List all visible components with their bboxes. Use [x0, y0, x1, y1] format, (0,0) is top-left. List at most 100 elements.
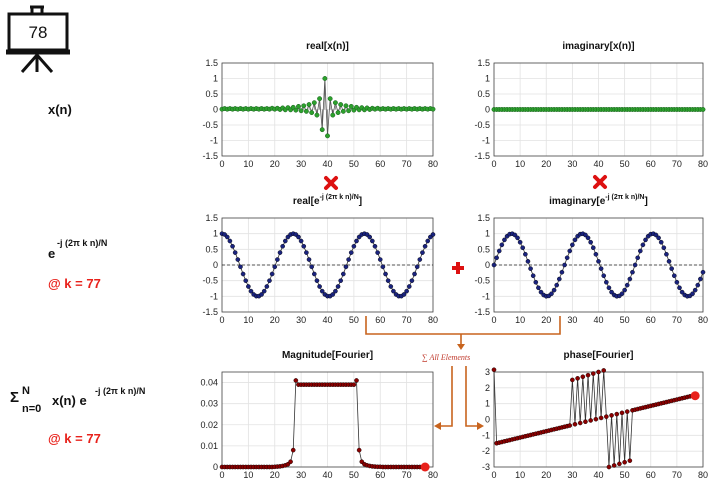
phase-chart: 0 10 20 30 40 50 60 70 803210-1-2-3phase[Fourier… [482, 350, 708, 480]
data-point [596, 259, 601, 264]
data-point [314, 112, 320, 118]
data-point [338, 102, 344, 107]
x-tick-label: 70 [402, 315, 412, 325]
sum-superscript: -j (2π k n)/N [95, 386, 145, 396]
data-point [309, 110, 315, 116]
data-point [330, 112, 336, 118]
y-tick-label: -3 [482, 462, 490, 472]
x-tick-label: 70 [672, 159, 682, 169]
data-point [515, 235, 520, 241]
data-point [235, 257, 241, 262]
data-point [246, 284, 251, 289]
data-point [627, 458, 633, 463]
x-tick-label: 30 [296, 159, 306, 169]
data-point [388, 284, 394, 289]
data-point [296, 103, 301, 109]
data-point [572, 421, 578, 427]
k-label: @ k = 77 [48, 276, 101, 291]
data-point [248, 288, 254, 294]
data-point [306, 257, 312, 262]
xn-label: x(n) [48, 102, 72, 117]
y-tick-label: -1 [210, 291, 218, 301]
x-tick-label: 20 [270, 315, 280, 325]
data-point [533, 279, 539, 285]
x-tick-label: 20 [541, 315, 551, 325]
data-point [690, 291, 695, 297]
data-point [538, 289, 544, 295]
plus-icon [452, 262, 464, 274]
data-point [319, 127, 325, 133]
data-point [414, 264, 420, 270]
x-tick-label: 60 [375, 159, 385, 169]
x-tick-label: 70 [402, 159, 412, 169]
data-point [293, 378, 299, 383]
x-tick-label: 10 [243, 159, 253, 169]
magnitude-chart: 0 10 20 30 40 50 60 70 80 0.04 0.03 0.02 0.01 0 Magnit… [200, 350, 438, 480]
x-tick-label: 10 [515, 315, 525, 325]
y-tick-label: 1.5 [477, 58, 490, 68]
data-point [523, 251, 528, 257]
data-point [425, 238, 431, 244]
y-tick-label: 0 [485, 260, 490, 270]
chart-title: imaginary[e-j (2π k n)/N] [549, 194, 648, 207]
x-tick-label: 40 [322, 470, 332, 480]
data-point [656, 235, 661, 241]
x-tick-label: 40 [322, 315, 332, 325]
data-point [298, 108, 304, 114]
data-point [606, 285, 612, 291]
multiply-icon-left [324, 176, 338, 190]
data-point [624, 409, 630, 414]
data-point [340, 108, 346, 114]
y-tick-label: -1.5 [474, 151, 490, 161]
x-tick-label: 60 [646, 315, 656, 325]
x-tick-label: 0 [491, 315, 496, 325]
data-point [635, 255, 640, 261]
data-point [238, 264, 243, 270]
y-tick-label: 0.03 [200, 399, 218, 409]
y-tick-label: 0.5 [477, 89, 490, 99]
data-point [609, 413, 614, 418]
data-point [698, 276, 703, 282]
sum-formula: Σ N n=0 x(n) e -j (2π k n)/N [10, 385, 145, 415]
data-point [609, 289, 614, 295]
data-point [580, 374, 586, 380]
chart-title: real[x(n)] [306, 41, 349, 52]
y-tick-label: -1 [482, 430, 490, 440]
y-tick-label: 0.02 [200, 420, 218, 430]
x-tick-label: 40 [593, 315, 603, 325]
plot-frame [221, 371, 434, 468]
data-point [240, 271, 246, 277]
data-point [391, 288, 396, 294]
data-point [319, 288, 325, 294]
k-label-2: @ k = 77 [48, 431, 101, 446]
data-point [614, 411, 620, 417]
x-tick-label: 70 [402, 470, 412, 480]
x-tick-label: 80 [698, 159, 708, 169]
data-point [306, 102, 312, 107]
data-point [385, 278, 391, 283]
y-tick-label: 0.04 [200, 378, 218, 388]
data-point [290, 447, 296, 453]
real-exp-chart: 0 10 20 30 40 50 60 70 80 1.5 1 0.5 0 -0.5 -1 -1.5 real[… [202, 194, 438, 325]
data-point [430, 106, 436, 112]
data-point [536, 285, 541, 291]
data-point [338, 278, 343, 283]
imag-xn-chart: 0 10 20 30 40 50 60 70 80 1.5 1 0.5 0 -0.5 -1 -1.5 imagi… [474, 41, 708, 169]
data-point [590, 371, 596, 376]
data-point [585, 372, 591, 378]
data-point [677, 285, 682, 291]
data-point [567, 423, 573, 428]
data-point [700, 107, 706, 112]
x-tick-label: 40 [593, 470, 603, 480]
data-point [619, 291, 625, 297]
x-tick-label: 20 [270, 159, 280, 169]
data-point [593, 251, 599, 257]
x-tick-label: 10 [243, 315, 253, 325]
sum-body: x(n) e [52, 393, 87, 408]
sum-upper: N [22, 385, 30, 397]
data-point [304, 250, 309, 255]
data-point [372, 243, 378, 249]
data-point [348, 250, 354, 255]
data-point [611, 463, 617, 468]
x-tick-label: 50 [349, 159, 359, 169]
